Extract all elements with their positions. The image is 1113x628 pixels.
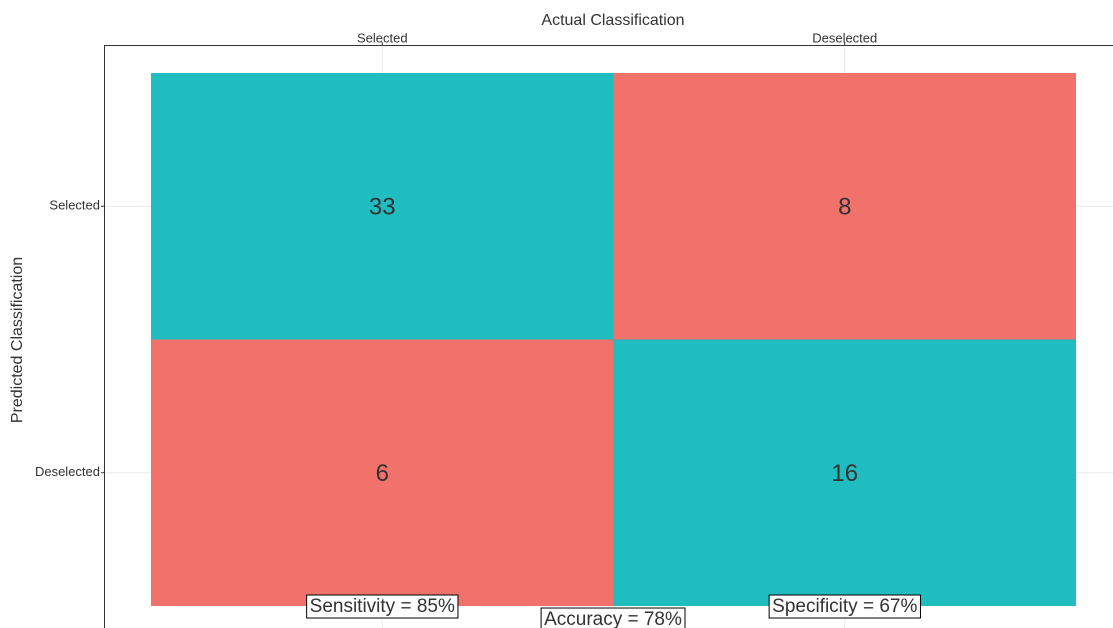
annotation-box xyxy=(540,607,686,628)
annotation-text: Accuracy = 78% xyxy=(544,609,682,628)
cell-label: 33 xyxy=(369,194,396,221)
y-tick-label: Selected xyxy=(49,198,100,213)
cell-label: 8 xyxy=(838,194,851,221)
cell-label: 16 xyxy=(831,460,858,487)
annotation: Accuracy = 78% xyxy=(540,607,686,628)
annotation-text: Sensitivity = 85% xyxy=(310,596,455,617)
annotation-text: Specificity = 67% xyxy=(772,596,917,617)
cell xyxy=(151,73,614,340)
y-axis-title: Predicted Classification xyxy=(9,257,26,423)
cells xyxy=(151,73,1076,606)
x-tick-label: Selected xyxy=(357,30,408,45)
annotation: Sensitivity = 85% xyxy=(306,594,459,619)
cell xyxy=(613,339,1076,606)
labels: Selected Deselected Selected Deselected 33 8 6… xyxy=(35,30,921,628)
x-tick-label: Deselected xyxy=(812,30,877,45)
cell xyxy=(613,73,1076,340)
annotation-box xyxy=(306,594,459,619)
y-tick-label: Deselected xyxy=(35,464,100,479)
panel-border xyxy=(104,45,1113,628)
cell xyxy=(151,339,614,606)
annotation: Specificity = 67% xyxy=(768,594,921,619)
cell-label: 6 xyxy=(376,460,389,487)
x-axis-title: Actual Classification xyxy=(541,12,684,29)
annotation-box xyxy=(768,594,921,619)
